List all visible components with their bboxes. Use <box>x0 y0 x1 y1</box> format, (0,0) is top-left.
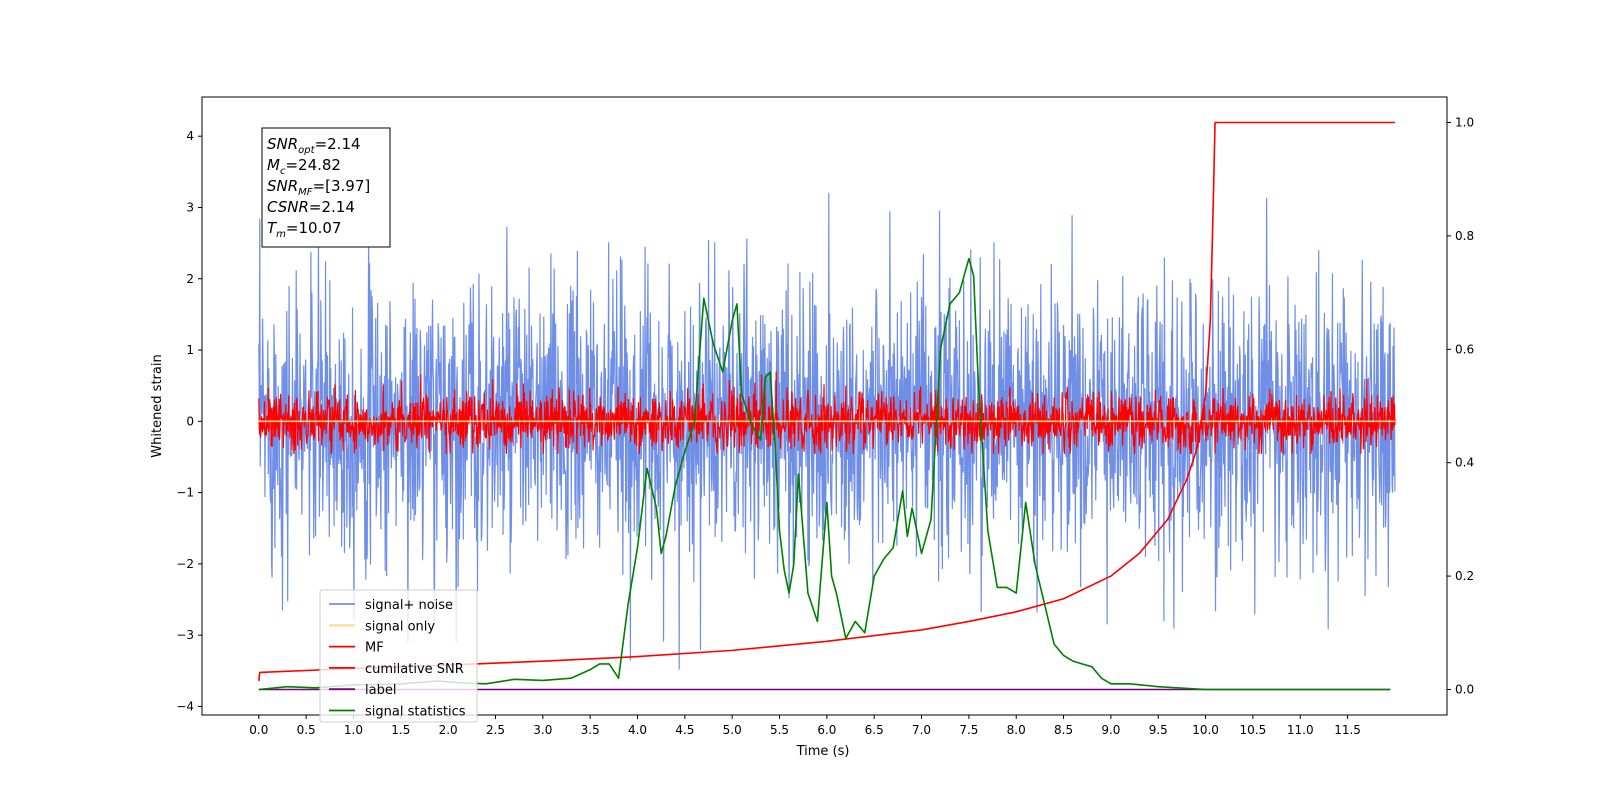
y2-tick-label: 0.4 <box>1455 456 1474 470</box>
x-tick-label: 7.5 <box>959 723 978 737</box>
x-tick-label: 8.5 <box>1054 723 1073 737</box>
annotation-subscript: opt <box>298 145 315 156</box>
x-tick-label: 8.0 <box>1007 723 1026 737</box>
y2-tick-label: 1.0 <box>1455 116 1474 130</box>
x-axis-label: Time (s) <box>796 744 850 759</box>
y-axis-right: 0.0 0.2 0.4 0.6 0.8 1.0 <box>1447 116 1474 696</box>
y-tick-label: −3 <box>176 628 194 642</box>
annotation-symbol: T <box>267 219 278 237</box>
annotation-subscript: m <box>276 229 286 240</box>
x-tick-label: 0.5 <box>297 723 316 737</box>
annotation-value: =10.07 <box>286 219 342 237</box>
y-tick-label: 0 <box>186 414 194 428</box>
y2-tick-label: 0.8 <box>1455 229 1474 243</box>
y-tick-label: 2 <box>186 272 194 286</box>
annotation-line: SNRMF=[3.97] <box>267 177 370 198</box>
annotation-line: SNRopt=2.14 <box>267 135 361 156</box>
x-tick-label: 1.0 <box>344 723 363 737</box>
annotation-frame <box>261 127 391 248</box>
annotation-line: Mc=24.82 <box>267 156 341 177</box>
x-tick-label: 9.5 <box>1149 723 1168 737</box>
x-tick-label: 10.5 <box>1240 723 1267 737</box>
x-tick-label: 5.0 <box>723 723 742 737</box>
x-tick-label: 3.0 <box>533 723 552 737</box>
annotation-symbol: M <box>267 156 280 174</box>
annotation-subscript: MF <box>298 187 313 198</box>
x-tick-label: 2.5 <box>486 723 505 737</box>
y-tick-label: −4 <box>176 699 194 713</box>
y-tick-label: 4 <box>186 129 194 143</box>
x-tick-label: 4.5 <box>675 723 694 737</box>
y-tick-label: −1 <box>176 486 194 500</box>
annotation-symbol: SNR <box>267 135 298 153</box>
legend-label: MF <box>365 641 384 656</box>
annotation-value: =2.14 <box>309 198 355 216</box>
annotation-symbol: SNR <box>267 177 298 195</box>
x-tick-label: 10.0 <box>1192 723 1219 737</box>
annotation-symbol: CSNR <box>267 198 309 216</box>
annotation-line: Tm=10.07 <box>267 219 341 240</box>
x-tick-label: 4.0 <box>628 723 647 737</box>
x-tick-label: 9.0 <box>1101 723 1120 737</box>
x-tick-label: 6.5 <box>865 723 884 737</box>
legend-label: signal+ noise <box>365 598 453 613</box>
x-tick-label: 11.0 <box>1287 723 1314 737</box>
y2-tick-label: 0.6 <box>1455 342 1474 356</box>
legend-frame <box>319 589 478 723</box>
y2-tick-label: 0.0 <box>1455 682 1474 696</box>
annotation-value: =2.14 <box>315 135 361 153</box>
y-axis-left: −4 −3 −2 −1 0 1 2 3 4 <box>176 129 202 713</box>
x-tick-label: 11.5 <box>1334 723 1361 737</box>
series-cumilative-snr <box>258 121 1395 682</box>
series-signal-statistics <box>258 257 1391 691</box>
legend-label: label <box>365 683 396 698</box>
x-tick-label: 7.0 <box>912 723 931 737</box>
annotation-line: CSNR=2.14 <box>267 198 355 216</box>
x-tick-label: 0.0 <box>249 723 268 737</box>
annotation-value: =24.82 <box>285 156 341 174</box>
y-tick-label: −2 <box>176 557 194 571</box>
stats-annotation-box: SNRopt=2.14Mc=24.82SNRMF=[3.97]CSNR=2.14… <box>261 127 391 248</box>
legend: signal+ noise signal only MF cumilative SNR… <box>319 589 478 723</box>
series-mf <box>258 371 1396 454</box>
x-tick-label: 6.0 <box>817 723 836 737</box>
annotation-value: =[3.97] <box>313 177 371 195</box>
x-tick-label: 3.5 <box>581 723 600 737</box>
x-tick-label: 5.5 <box>770 723 789 737</box>
y-tick-label: 3 <box>186 200 194 214</box>
annotation-subscript: c <box>280 166 286 177</box>
legend-label: signal statistics <box>365 705 466 720</box>
y2-tick-label: 0.2 <box>1455 569 1474 583</box>
x-tick-label: 1.5 <box>391 723 410 737</box>
y-tick-label: 1 <box>186 343 194 357</box>
legend-label: signal only <box>365 619 435 634</box>
x-tick-label: 2.0 <box>439 723 458 737</box>
y-axis-label: Whitened strain <box>150 354 165 457</box>
x-axis: 0.0 0.5 1.0 1.5 2.0 2.5 3.0 3.5 4.0 4.5 5.0 5.5 6.0 6… <box>249 715 1361 737</box>
plot-frame <box>201 96 1448 716</box>
legend-label: cumilative SNR <box>365 662 464 677</box>
